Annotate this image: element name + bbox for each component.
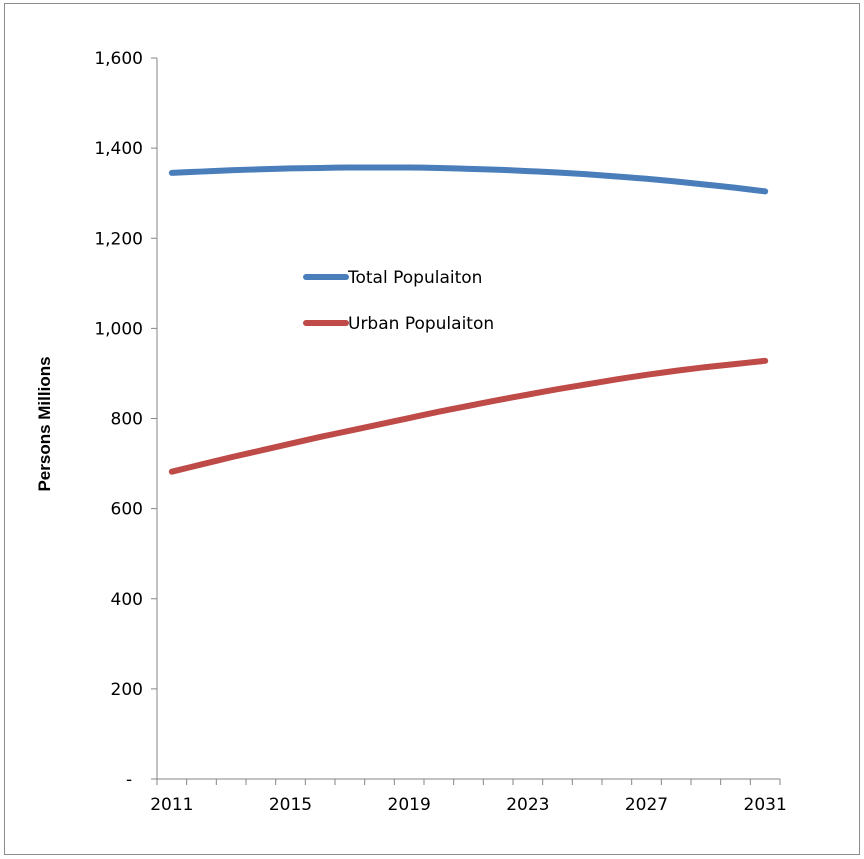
x-tick-label: 2023 bbox=[506, 795, 549, 815]
y-tick-label: 400 bbox=[111, 590, 143, 610]
y-tick-label: - bbox=[126, 770, 132, 790]
x-tick-label: 2027 bbox=[625, 795, 668, 815]
legend-label-total-populaiton: Total Populaiton bbox=[347, 268, 482, 288]
y-axis-title: Persons Millions bbox=[35, 356, 54, 491]
axes: - 200 400 600 800 1,000 1,200 1,400 1,600 2011 201… bbox=[94, 49, 786, 815]
x-tick-label: 2015 bbox=[269, 795, 312, 815]
series-lines bbox=[168, 164, 769, 475]
y-tick-label: 1,400 bbox=[94, 139, 143, 159]
legend-label-urban-populaiton: Urban Populaiton bbox=[348, 314, 494, 334]
y-tick-label: 600 bbox=[111, 500, 143, 520]
y-tick-label: 200 bbox=[111, 680, 143, 700]
legend: Total Populaiton Urban Populaiton bbox=[303, 268, 494, 334]
chart-area: - 200 400 600 800 1,000 1,200 1,400 1,600 2011 201… bbox=[4, 3, 860, 855]
x-tick-label: 2019 bbox=[388, 795, 431, 815]
series-line-total-populaiton bbox=[168, 164, 769, 195]
series-line-urban-populaiton bbox=[168, 357, 769, 475]
x-tick-label: 2031 bbox=[744, 795, 787, 815]
y-tick-label: 800 bbox=[111, 410, 143, 430]
line-chart: - 200 400 600 800 1,000 1,200 1,400 1,600 2011 201… bbox=[35, 49, 787, 815]
y-tick-label: 1,600 bbox=[94, 49, 143, 69]
x-tick-label: 2011 bbox=[150, 795, 193, 815]
y-tick-label: 1,200 bbox=[94, 229, 143, 249]
y-tick-label: 1,000 bbox=[94, 319, 143, 339]
